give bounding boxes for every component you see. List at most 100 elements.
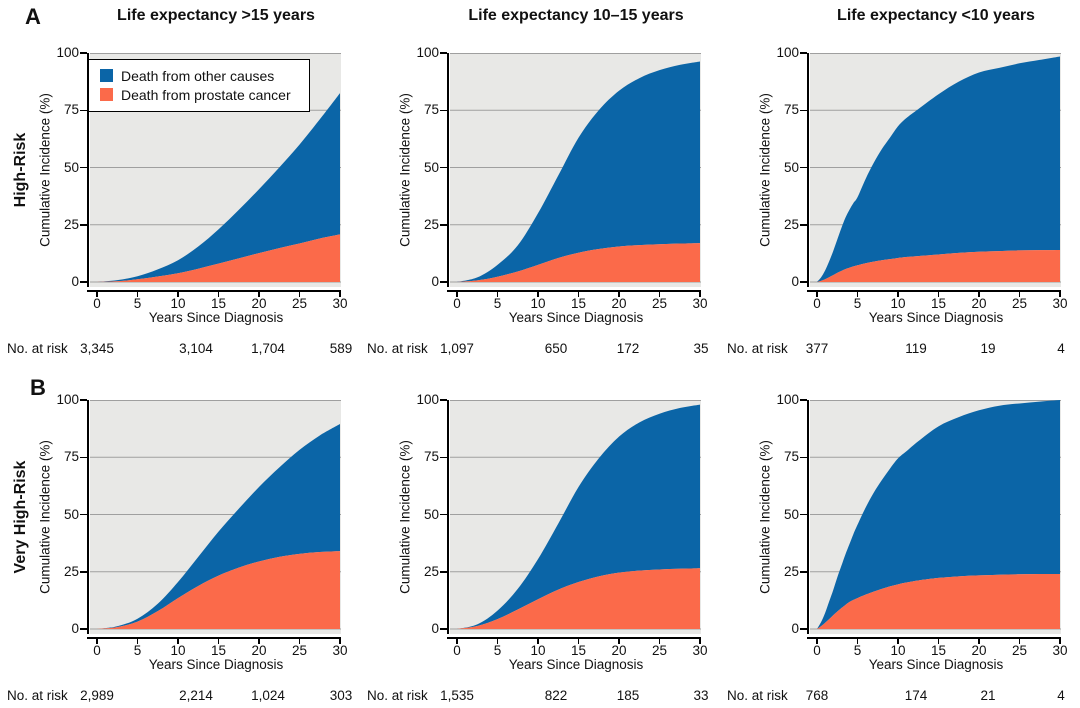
y-axis-title: Cumulative Incidence (%)	[397, 93, 413, 247]
at-risk-value: 1,024	[251, 688, 285, 703]
y-tick-label: 75	[423, 102, 439, 118]
x-tick-label: 15	[930, 296, 947, 311]
x-tick-label: 25	[1011, 643, 1028, 658]
x-axis-title: Years Since Diagnosis	[868, 310, 1004, 325]
x-tickmark	[658, 639, 661, 644]
y-tickmark	[440, 281, 447, 283]
x-tick-label: 5	[493, 296, 502, 311]
at-risk-value: 185	[616, 688, 640, 703]
x-tickmark	[658, 292, 661, 297]
x-tickmark	[217, 639, 220, 644]
y-tick-label: 0	[791, 621, 799, 636]
y-tick-label: 50	[783, 506, 799, 522]
area-death-other-causes	[97, 424, 340, 629]
y-tickmark	[80, 109, 87, 111]
x-axis-title: Years Since Diagnosis	[868, 657, 1004, 672]
x-tick-label: 25	[291, 296, 308, 311]
y-tick-label: 25	[63, 563, 79, 579]
x-axis-title: Years Since Diagnosis	[508, 310, 644, 325]
y-tickmark	[440, 224, 447, 226]
x-tickmark	[937, 292, 940, 297]
x-tickmark	[1059, 639, 1061, 644]
y-tick-label: 25	[783, 563, 799, 579]
at-risk-value: 174	[904, 688, 928, 703]
legend-item-other-causes: Death from other causes	[100, 66, 309, 85]
x-axis-line	[446, 290, 701, 292]
x-tickmark	[217, 292, 220, 297]
x-tick-label: 30	[332, 643, 348, 658]
y-tick-label: 75	[423, 449, 439, 465]
y-axis-line	[806, 400, 809, 634]
y-tick-label: 100	[56, 45, 79, 60]
x-tickmark	[1018, 292, 1021, 297]
area-death-other-causes	[457, 404, 700, 629]
x-tick-label: 15	[210, 296, 227, 311]
x-tickmark	[456, 292, 458, 297]
y-tickmark	[800, 513, 807, 516]
y-tickmark	[800, 571, 807, 573]
x-tickmark	[136, 292, 139, 297]
at-risk-value: 4	[1057, 341, 1065, 356]
y-axis-line	[86, 400, 89, 634]
panel-label-a: A	[25, 4, 41, 29]
x-axis-title: Years Since Diagnosis	[148, 310, 284, 325]
y-tickmark	[440, 399, 447, 401]
y-tickmark	[440, 52, 447, 54]
y-tick-label: 75	[783, 102, 799, 118]
x-tick-label: 30	[692, 643, 708, 658]
y-tick-label: 75	[63, 449, 79, 465]
chart-canvas-a3	[810, 53, 1061, 287]
y-tickmark	[80, 166, 87, 169]
at-risk-value: 35	[693, 341, 709, 356]
at-risk-value: 33	[693, 688, 709, 703]
x-tickmark	[577, 639, 580, 644]
y-tickmark	[800, 281, 807, 283]
x-tickmark	[856, 639, 859, 644]
area-death-other-causes	[817, 400, 1060, 629]
chart-canvas-a2	[450, 53, 701, 287]
panel-a1: 100 75 50 25 0 0 5 10 15 20 25 30 Cumulative Inciden…	[0, 0, 360, 361]
x-tick-label: 25	[651, 296, 668, 311]
y-tickmark	[80, 571, 87, 573]
column-title-le-10-15: Life expectancy 10–15 years	[468, 7, 684, 24]
at-risk-label: No. at risk	[367, 688, 428, 703]
x-tick-label: 0	[93, 296, 101, 311]
y-tickmark	[440, 166, 447, 169]
y-axis-line	[86, 53, 89, 287]
other-causes-swatch-icon	[100, 69, 113, 82]
x-tick-label: 10	[530, 643, 546, 658]
x-tickmark	[856, 292, 859, 297]
y-tickmark	[800, 456, 807, 458]
y-axis-line	[446, 400, 449, 634]
x-tickmark	[699, 292, 701, 297]
y-tick-label: 0	[71, 274, 79, 289]
x-tick-label: 20	[971, 643, 987, 658]
area-death-prostate-cancer	[457, 568, 700, 629]
x-tickmark	[258, 292, 260, 297]
y-tick-label: 50	[423, 159, 439, 175]
x-tickmark	[298, 292, 301, 297]
y-axis-line	[446, 53, 449, 287]
at-risk-value: 3,345	[80, 341, 114, 356]
y-tickmark	[800, 52, 807, 54]
x-axis-line	[806, 290, 1061, 292]
x-tick-label: 10	[170, 296, 186, 311]
x-tick-label: 10	[890, 643, 906, 658]
legend-label-other-causes: Death from other causes	[121, 67, 275, 84]
at-risk-label: No. at risk	[7, 688, 68, 703]
y-tick-label: 50	[783, 159, 799, 175]
y-tick-label: 50	[423, 506, 439, 522]
y-tickmark	[80, 224, 87, 226]
area-death-prostate-cancer	[817, 249, 1060, 282]
chart-canvas-b3	[810, 400, 1061, 634]
at-risk-value: 3,104	[179, 341, 213, 356]
x-tick-label: 25	[651, 643, 668, 658]
x-tickmark	[816, 292, 818, 297]
panel-label-b: B	[30, 375, 46, 400]
x-tickmark	[1018, 639, 1021, 644]
x-tick-label: 20	[611, 643, 627, 658]
y-tick-label: 0	[431, 621, 439, 636]
y-tickmark	[440, 109, 447, 111]
area-death-prostate-cancer	[97, 234, 340, 282]
